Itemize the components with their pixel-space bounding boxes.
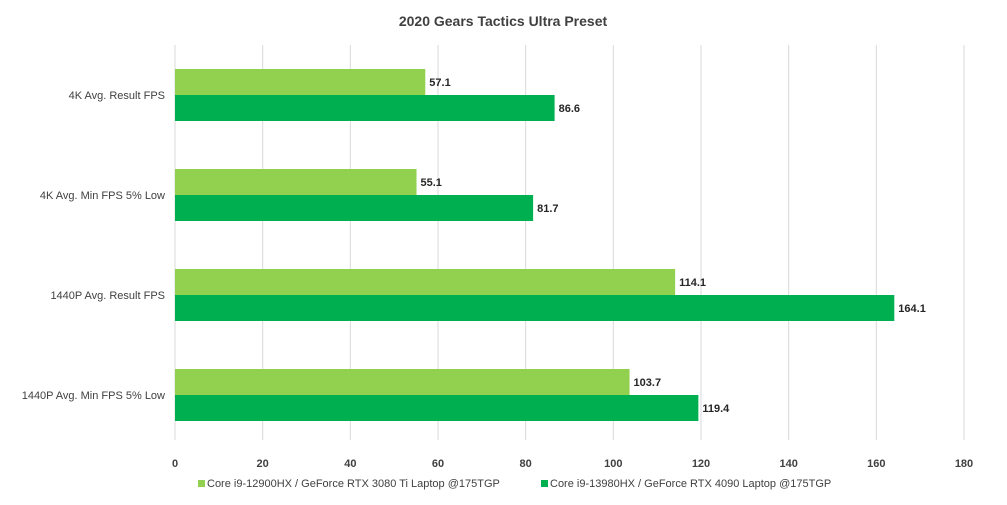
bars (175, 69, 895, 421)
category-label: 1440P Avg. Result FPS (50, 290, 165, 302)
bar (175, 295, 895, 321)
bar (175, 195, 534, 221)
category-label: 1440P Avg. Min FPS 5% Low (22, 390, 165, 402)
x-tick-label: 160 (867, 458, 885, 470)
legend-swatch (198, 480, 205, 487)
bar (175, 95, 555, 121)
x-tick-label: 0 (172, 458, 178, 470)
x-tick-label: 40 (344, 458, 356, 470)
data-label: 119.4 (702, 403, 730, 415)
legend-label: Core i9-12900HX / GeForce RTX 3080 Ti La… (207, 478, 500, 490)
data-label: 57.1 (429, 77, 450, 89)
data-label: 55.1 (421, 177, 442, 189)
legend-swatch (541, 480, 548, 487)
x-tick-label: 180 (955, 458, 973, 470)
bar (175, 369, 630, 395)
bar (175, 169, 417, 195)
y-axis-categories: 4K Avg. Result FPS 4K Avg. Min FPS 5% Low… (22, 90, 165, 402)
x-tick-label: 20 (257, 458, 269, 470)
x-tick-label: 100 (604, 458, 622, 470)
chart-title: 2020 Gears Tactics Ultra Preset (399, 13, 608, 29)
x-tick-label: 60 (432, 458, 444, 470)
bar (175, 69, 426, 95)
category-label: 4K Avg. Min FPS 5% Low (40, 190, 165, 202)
data-label: 164.1 (898, 303, 926, 315)
x-tick-label: 140 (779, 458, 797, 470)
bar (175, 269, 676, 295)
legend-label: Core i9-13980HX / GeForce RTX 4090 Lapto… (550, 478, 831, 490)
bar (175, 395, 699, 421)
data-label: 114.1 (679, 277, 706, 289)
x-tick-label: 120 (692, 458, 710, 470)
legend: Core i9-12900HX / GeForce RTX 3080 Ti La… (198, 478, 831, 490)
x-tick-label: 80 (520, 458, 532, 470)
data-label: 86.6 (559, 103, 580, 115)
category-label: 4K Avg. Result FPS (69, 90, 165, 102)
data-label: 81.7 (537, 203, 558, 215)
data-labels: 57.1 55.1 114.1 103.7 86.6 81.7 164.1 119.4 (421, 77, 926, 415)
data-label: 103.7 (634, 377, 662, 389)
x-axis-ticks: 0 20 40 60 80 100 120 140 160 180 (172, 458, 973, 470)
